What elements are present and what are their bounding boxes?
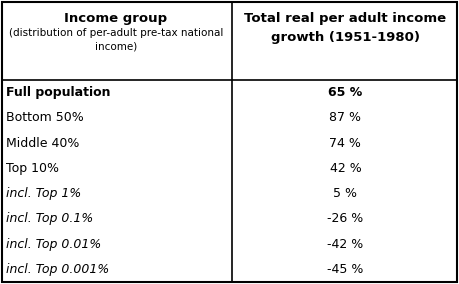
Text: incl. Top 0.1%: incl. Top 0.1% — [6, 212, 93, 225]
Text: Full population: Full population — [6, 86, 111, 99]
Text: Total real per adult income
growth (1951-1980): Total real per adult income growth (1951… — [244, 12, 447, 44]
Text: (distribution of per-adult pre-tax national
income): (distribution of per-adult pre-tax natio… — [9, 28, 223, 51]
Text: Top 10%: Top 10% — [6, 162, 59, 175]
Text: 74 %: 74 % — [330, 137, 361, 150]
Text: -26 %: -26 % — [327, 212, 364, 225]
Text: -42 %: -42 % — [327, 238, 364, 250]
Text: Bottom 50%: Bottom 50% — [6, 111, 84, 124]
Text: incl. Top 1%: incl. Top 1% — [6, 187, 81, 200]
Text: 65 %: 65 % — [328, 86, 363, 99]
Text: incl. Top 0.001%: incl. Top 0.001% — [6, 263, 109, 276]
Text: -45 %: -45 % — [327, 263, 364, 276]
Text: 42 %: 42 % — [330, 162, 361, 175]
Text: incl. Top 0.01%: incl. Top 0.01% — [6, 238, 101, 250]
Text: 5 %: 5 % — [333, 187, 358, 200]
Text: Middle 40%: Middle 40% — [6, 137, 79, 150]
Text: 87 %: 87 % — [330, 111, 361, 124]
Text: Income group: Income group — [64, 12, 168, 25]
